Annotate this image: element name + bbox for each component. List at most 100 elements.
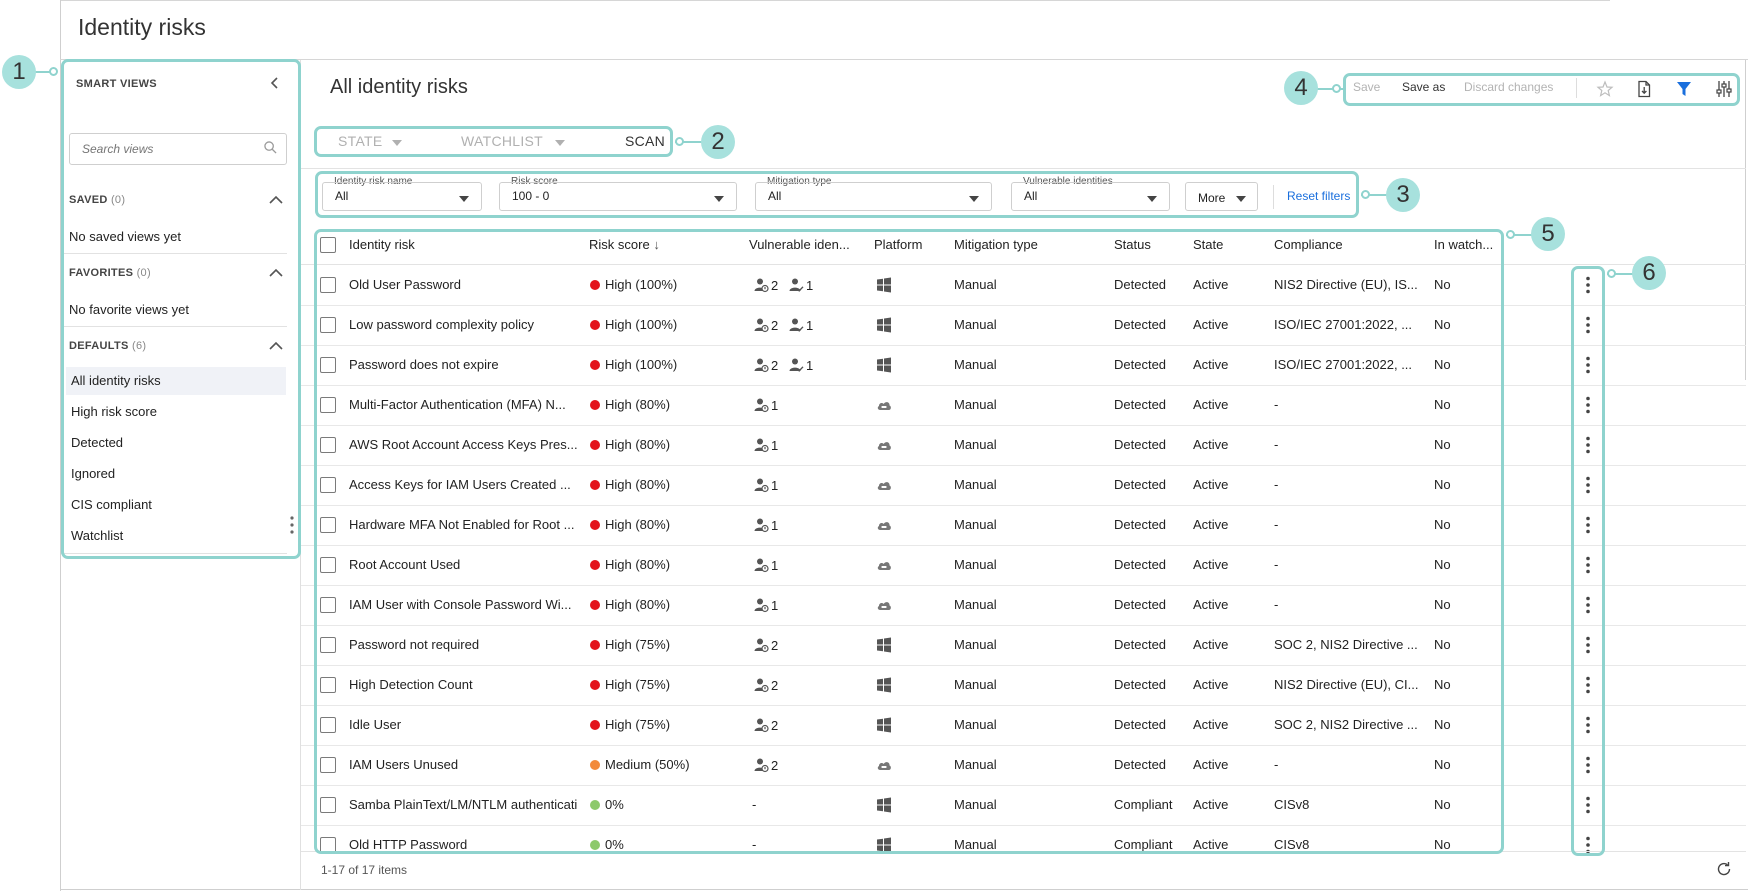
- identity-risk-name[interactable]: AWS Root Account Access Keys Pres...: [349, 437, 577, 452]
- smart-view-item[interactable]: Watchlist: [71, 528, 124, 543]
- risk-score-label: Risk score: [589, 237, 650, 252]
- chevron-up-icon[interactable]: [268, 341, 284, 351]
- smart-view-item[interactable]: Ignored: [71, 466, 116, 481]
- row-checkbox[interactable]: [320, 677, 336, 693]
- row-actions-icon[interactable]: [1586, 356, 1590, 374]
- save-as-button[interactable]: Save as: [1402, 80, 1446, 94]
- identity-risk-name[interactable]: Hardware MFA Not Enabled for Root ...: [349, 517, 575, 532]
- row-actions-icon[interactable]: [1586, 476, 1590, 494]
- row-actions-icon[interactable]: [1586, 756, 1590, 774]
- row-checkbox[interactable]: [320, 277, 336, 293]
- row-divider: [301, 385, 1746, 386]
- mitigation-type-filter[interactable]: All: [755, 182, 992, 211]
- chevron-up-icon[interactable]: [268, 268, 284, 278]
- column-header-compliance[interactable]: Compliance: [1274, 237, 1343, 252]
- identity-risk-name[interactable]: Password not required: [349, 637, 480, 652]
- column-header-vulnerable-identities[interactable]: Vulnerable iden...: [749, 237, 850, 252]
- row-checkbox[interactable]: [320, 397, 336, 413]
- row-actions-icon[interactable]: [1586, 316, 1590, 334]
- row-actions-icon[interactable]: [1586, 716, 1590, 734]
- identity-risk-name[interactable]: High Detection Count: [349, 677, 473, 692]
- identity-risk-name[interactable]: Old User Password: [349, 277, 461, 292]
- identity-risk-name[interactable]: Idle User: [349, 717, 402, 732]
- search-views-input[interactable]: [69, 133, 287, 165]
- watchlist-value: No: [1434, 357, 1451, 372]
- select-all-checkbox[interactable]: [320, 237, 336, 253]
- row-checkbox[interactable]: [320, 517, 336, 533]
- row-actions-icon[interactable]: [1586, 796, 1590, 814]
- identity-risk-name[interactable]: Password does not expire: [349, 357, 499, 372]
- filter-icon[interactable]: [1675, 80, 1693, 98]
- row-actions-icon[interactable]: [1586, 396, 1590, 414]
- row-checkbox[interactable]: [320, 717, 336, 733]
- row-actions-icon[interactable]: [1586, 276, 1590, 294]
- row-checkbox[interactable]: [320, 557, 336, 573]
- row-checkbox[interactable]: [320, 797, 336, 813]
- export-file-icon[interactable]: [1635, 80, 1653, 98]
- reset-filters-link[interactable]: Reset filters: [1287, 189, 1351, 203]
- tab-state[interactable]: STATE: [338, 133, 383, 149]
- watchlist-value: No: [1434, 437, 1451, 452]
- chevron-down-icon[interactable]: [555, 140, 565, 146]
- row-checkbox[interactable]: [320, 437, 336, 453]
- column-header-status[interactable]: Status: [1114, 237, 1151, 252]
- row-checkbox[interactable]: [320, 477, 336, 493]
- identity-risk-name[interactable]: Access Keys for IAM Users Created ...: [349, 477, 571, 492]
- smart-view-item[interactable]: Detected: [71, 435, 124, 450]
- row-divider: [301, 505, 1746, 506]
- column-header-mitigation-type[interactable]: Mitigation type: [954, 237, 1038, 252]
- star-icon[interactable]: [1596, 80, 1614, 98]
- smart-view-item[interactable]: All identity risks: [66, 367, 286, 395]
- chevron-down-icon[interactable]: [392, 140, 402, 146]
- row-actions-icon[interactable]: [1586, 596, 1590, 614]
- row-actions-icon[interactable]: [1586, 516, 1590, 534]
- save-button[interactable]: Save: [1353, 80, 1381, 94]
- compliance-value: NIS2 Directive (EU), CI...: [1274, 677, 1419, 692]
- more-filters-button[interactable]: More: [1185, 182, 1258, 211]
- sidebar-resize-handle-icon[interactable]: [290, 515, 294, 535]
- favorites-section-header[interactable]: FAVORITES (0): [69, 267, 151, 279]
- filter-value: All: [768, 189, 782, 203]
- discard-changes-button[interactable]: Discard changes: [1464, 80, 1554, 94]
- row-checkbox[interactable]: [320, 317, 336, 333]
- saved-section-header[interactable]: SAVED (0): [69, 194, 125, 206]
- collapse-sidebar-icon[interactable]: [270, 76, 280, 92]
- identity-risk-name[interactable]: Low password complexity policy: [349, 317, 534, 332]
- identity-risk-name[interactable]: Root Account Used: [349, 557, 461, 572]
- identity-risk-name[interactable]: Multi-Factor Authentication (MFA) N...: [349, 397, 566, 412]
- risk-score-value: 0%: [605, 797, 624, 812]
- column-header-risk-score[interactable]: Risk score ↓: [589, 237, 660, 252]
- column-header-state[interactable]: State: [1193, 237, 1224, 252]
- identity-risk-name[interactable]: Samba PlainText/LM/NTLM authenticati: [349, 797, 577, 812]
- row-checkbox[interactable]: [320, 357, 336, 373]
- callout-2: 2: [701, 125, 735, 159]
- mitigation-type-value: Manual: [954, 277, 997, 292]
- column-header-identity-risk[interactable]: Identity risk: [349, 237, 415, 252]
- identity-risk-name-filter[interactable]: All: [322, 182, 482, 211]
- row-actions-icon[interactable]: [1586, 636, 1590, 654]
- tab-scan[interactable]: SCAN: [625, 133, 666, 149]
- row-checkbox[interactable]: [320, 637, 336, 653]
- risk-score-filter[interactable]: 100 - 0: [499, 182, 737, 211]
- row-actions-icon[interactable]: [1586, 556, 1590, 574]
- row-checkbox[interactable]: [320, 597, 336, 613]
- refresh-icon[interactable]: [1716, 861, 1732, 877]
- column-header-platform[interactable]: Platform: [874, 237, 923, 252]
- column-header-in-watchlist[interactable]: In watch...: [1434, 237, 1494, 252]
- smart-view-item[interactable]: CIS compliant: [71, 497, 152, 512]
- column-settings-icon[interactable]: [1715, 80, 1733, 98]
- identity-risk-name[interactable]: IAM Users Unused: [349, 757, 459, 772]
- search-icon[interactable]: [264, 141, 277, 154]
- identity-risk-name[interactable]: IAM User with Console Password Wi...: [349, 597, 572, 612]
- tab-watchlist[interactable]: WATCHLIST: [461, 133, 544, 149]
- defaults-section-header[interactable]: DEFAULTS (6): [69, 340, 146, 352]
- vulnerable-identities-filter[interactable]: All: [1011, 182, 1170, 211]
- row-checkbox[interactable]: [320, 757, 336, 773]
- mitigation-type-value: Manual: [954, 477, 997, 492]
- row-actions-icon[interactable]: [1586, 676, 1590, 694]
- smart-view-item[interactable]: High risk score: [71, 404, 157, 419]
- identity-risk-name[interactable]: Old HTTP Password: [349, 837, 468, 852]
- row-actions-icon[interactable]: [1586, 436, 1590, 454]
- state-value: Active: [1193, 717, 1229, 732]
- chevron-up-icon[interactable]: [268, 195, 284, 205]
